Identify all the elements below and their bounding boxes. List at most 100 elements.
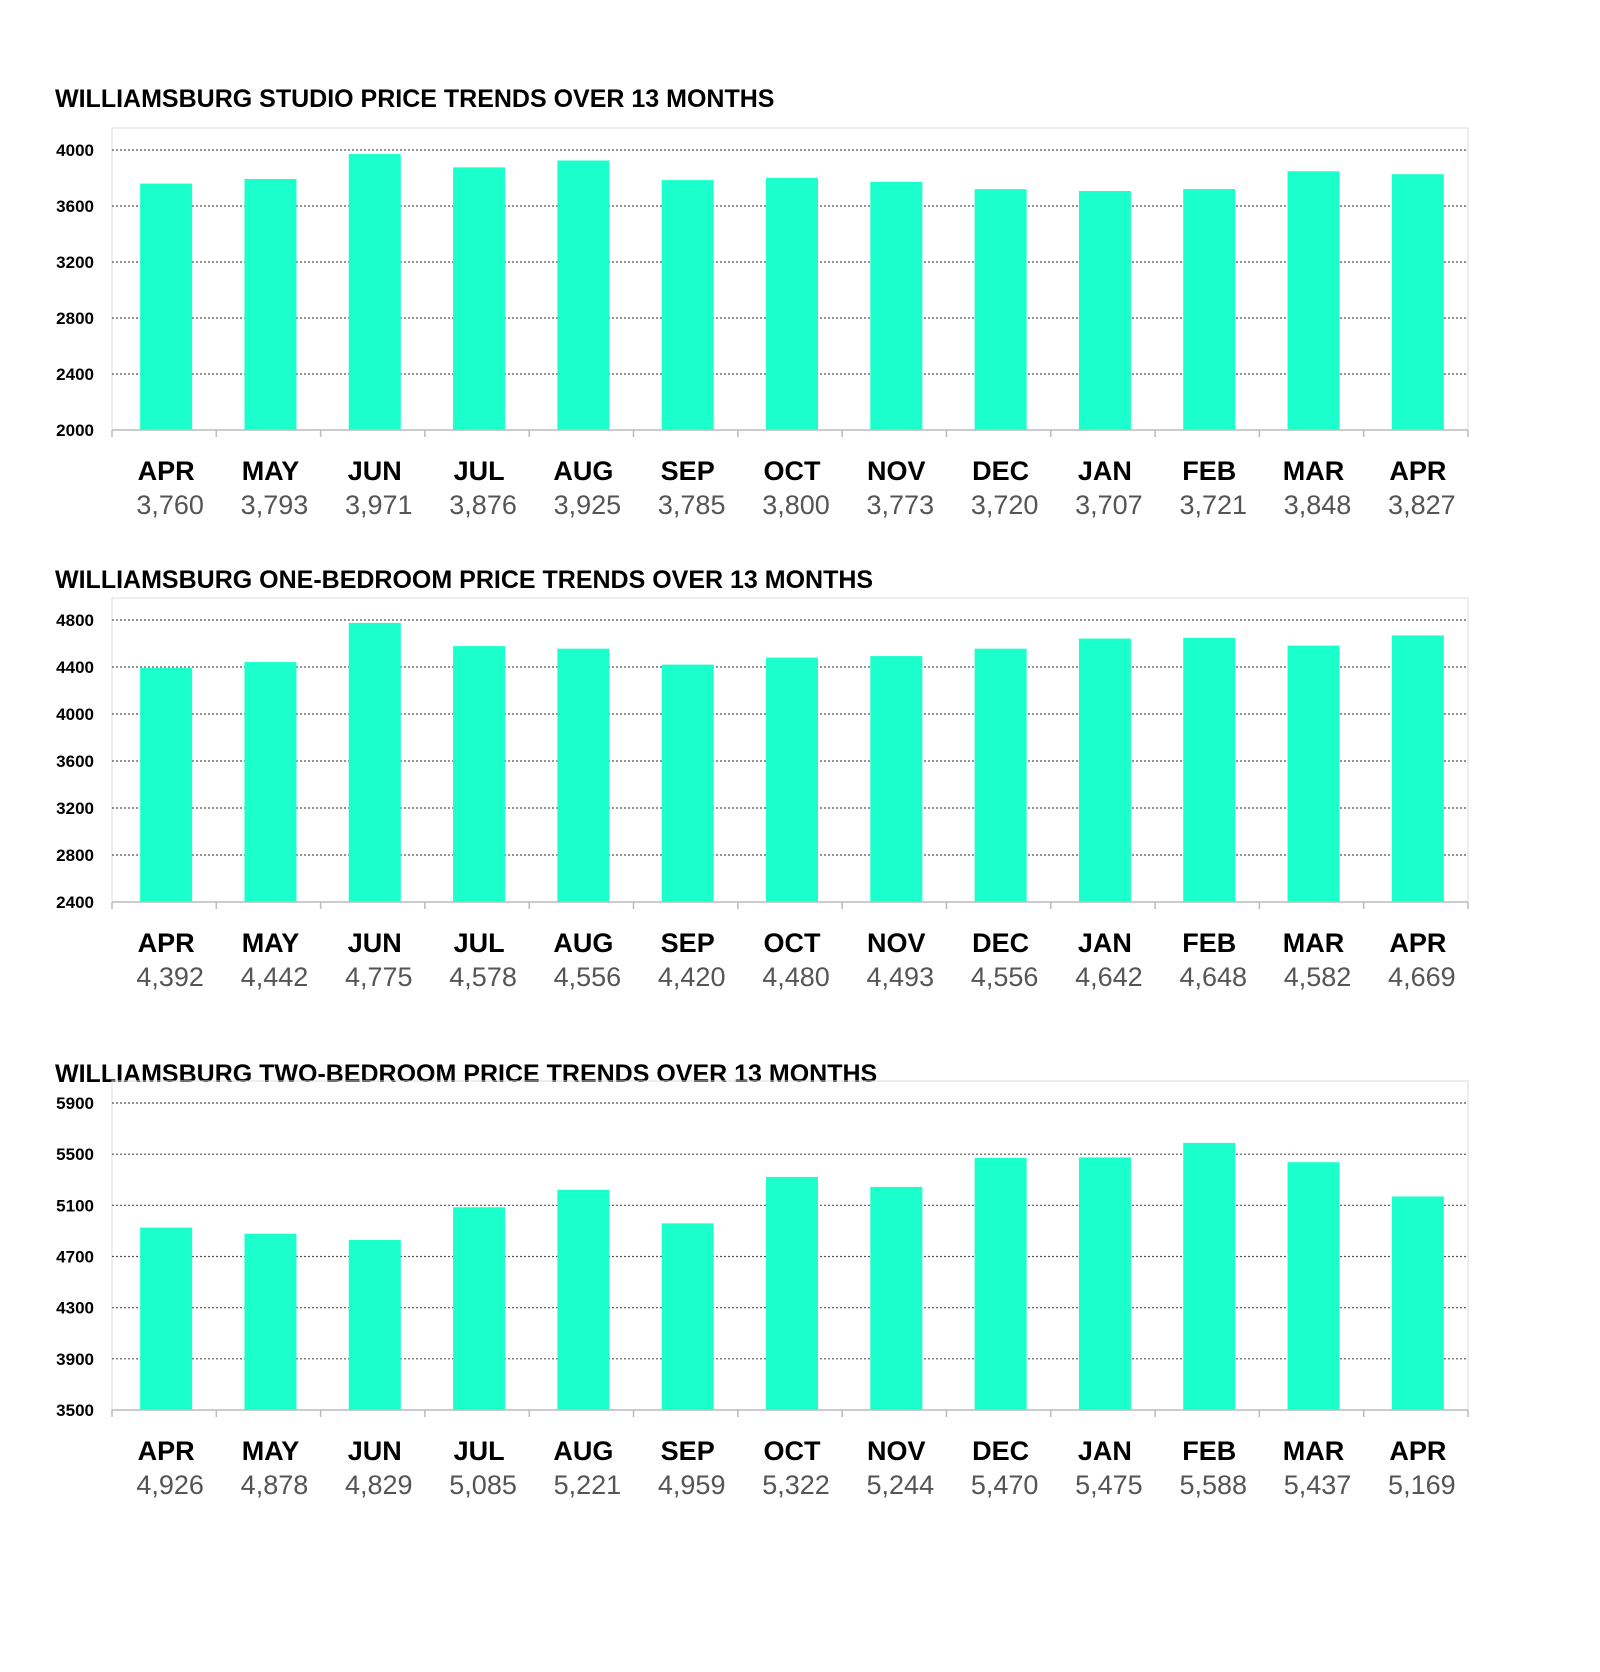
y-tick-label: 2400 [56,893,94,912]
y-tick-label: 3900 [56,1350,94,1369]
x-category-label: OCT [764,456,822,486]
x-category-label: MAR [1283,928,1345,958]
bar [140,667,193,902]
chart-title: WILLIAMSBURG TWO-BEDROOM PRICE TRENDS OV… [55,1060,877,1088]
bar [661,1223,714,1410]
x-category-label: APR [138,1436,195,1466]
x-category-label: JAN [1078,928,1132,958]
y-tick-label: 2800 [56,846,94,865]
data-value-label: 4,480 [762,962,830,992]
y-tick-label: 3600 [56,197,94,216]
x-category-label: MAY [242,928,300,958]
bar [870,656,923,902]
x-category-label: MAY [242,1436,300,1466]
bar [140,1227,193,1410]
x-category-label: JAN [1078,456,1132,486]
bar [453,167,506,431]
bar [244,1233,297,1410]
x-category-label: MAR [1283,1436,1345,1466]
x-category-label: APR [1389,456,1446,486]
data-value-label: 4,878 [241,1470,309,1500]
y-tick-label: 2400 [56,365,94,384]
bar [766,657,818,902]
bar [348,154,401,430]
bar [870,181,923,430]
data-value-label: 5,221 [554,1470,622,1500]
x-category-label: SEP [661,1436,715,1466]
bar [244,662,297,902]
data-value-label: 5,437 [1284,1470,1352,1500]
bar [557,648,610,902]
y-tick-label: 4000 [56,141,94,160]
bar [453,1207,506,1410]
y-tick-label: 2800 [56,309,94,328]
data-value-label: 4,578 [449,962,517,992]
data-value-label: 4,642 [1075,962,1143,992]
x-category-label: JUN [348,1436,402,1466]
data-value-label: 4,926 [136,1470,204,1500]
data-value-label: 5,475 [1075,1470,1143,1500]
bar [348,1239,401,1410]
data-value-label: 5,085 [449,1470,517,1500]
x-category-label: FEB [1182,1436,1236,1466]
bar [1183,637,1236,902]
bar [140,183,193,430]
x-category-label: AUG [553,456,613,486]
data-value-label: 5,322 [762,1470,830,1500]
y-tick-label: 5100 [56,1196,94,1215]
y-tick-label: 3200 [56,799,94,818]
data-value-label: 3,971 [345,490,413,520]
data-value-label: 4,442 [241,962,309,992]
x-category-label: APR [138,456,195,486]
data-value-label: 3,760 [136,490,204,520]
x-category-label: JUL [454,456,505,486]
y-tick-label: 5900 [56,1094,94,1113]
bar [557,1189,610,1410]
y-tick-label: 4000 [56,705,94,724]
bar-chart-2: WILLIAMSBURG ONE-BEDROOM PRICE TRENDS OV… [55,566,1469,992]
x-category-label: MAY [242,456,300,486]
bar [1287,1162,1340,1410]
data-value-label: 4,582 [1284,962,1352,992]
data-value-label: 4,556 [554,962,622,992]
y-tick-label: 2000 [56,421,94,440]
x-category-label: NOV [867,1436,926,1466]
data-value-label: 3,707 [1075,490,1143,520]
bar [453,646,506,902]
y-tick-label: 3200 [56,253,94,272]
x-category-label: JUL [454,1436,505,1466]
bar [766,178,818,430]
bar [661,180,714,430]
y-tick-label: 5500 [56,1145,94,1164]
bar [1183,1142,1236,1410]
data-value-label: 3,720 [971,490,1039,520]
bar [1391,1196,1444,1410]
chart-title: WILLIAMSBURG ONE-BEDROOM PRICE TRENDS OV… [55,566,873,594]
bar [1183,189,1236,430]
data-value-label: 4,420 [658,962,726,992]
x-category-label: DEC [972,1436,1029,1466]
bar [1287,645,1340,902]
x-category-label: OCT [764,1436,822,1466]
x-category-label: AUG [553,928,613,958]
y-tick-label: 4300 [56,1299,94,1318]
x-category-label: NOV [867,456,926,486]
x-category-label: NOV [867,928,926,958]
bar [244,178,297,430]
data-value-label: 3,848 [1284,490,1352,520]
data-value-label: 5,244 [867,1470,935,1500]
data-value-label: 5,588 [1179,1470,1247,1500]
x-category-label: JAN [1078,1436,1132,1466]
bar [974,648,1027,902]
data-value-label: 3,773 [867,490,935,520]
chart-title: WILLIAMSBURG STUDIO PRICE TRENDS OVER 13… [55,85,774,113]
x-category-label: SEP [661,928,715,958]
y-tick-label: 4400 [56,658,94,677]
x-category-label: JUN [348,456,402,486]
x-category-label: FEB [1182,928,1236,958]
bar [766,1176,818,1410]
data-value-label: 3,785 [658,490,726,520]
y-tick-label: 4800 [56,611,94,630]
data-value-label: 4,775 [345,962,413,992]
